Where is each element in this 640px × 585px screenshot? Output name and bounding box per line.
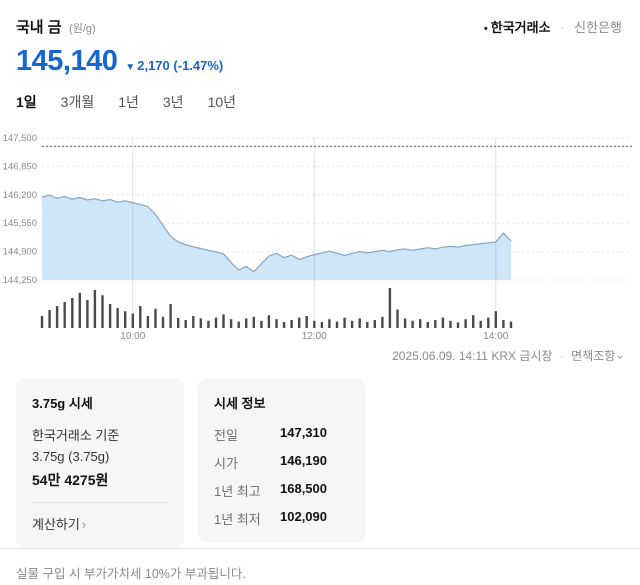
svg-text:146,200: 146,200 [3,190,37,201]
market-info-table: 전일 147,310 시가 146,190 1년 최고 168,500 1년 최… [214,425,350,528]
title-wrap: 국내 금 (원/g) [16,16,96,37]
calculate-label: 계산하기 [32,517,80,532]
down-triangle-icon: ▼ [125,62,136,73]
change-percent: (-1.47%) [173,58,224,73]
tab-10years[interactable]: 10년 [208,92,236,116]
tab-1day[interactable]: 1일 [16,92,37,116]
source-shinhan[interactable]: 신한은행 [574,20,622,35]
svg-text:147,500: 147,500 [3,133,37,144]
svg-text:144,900: 144,900 [3,247,37,258]
price-unit-label: (원/g) [69,23,96,35]
tab-3months[interactable]: 3개월 [61,92,95,116]
selected-dot-icon: • [483,23,488,35]
disclaimer-label: 면책조항 [571,349,616,363]
svg-text:146,850: 146,850 [3,161,37,172]
source-switcher: • 한국거래소 · 신한은행 [484,17,622,36]
svg-text:145,550: 145,550 [3,218,37,229]
source-separator: · [560,20,565,35]
tab-3years[interactable]: 3년 [163,92,184,116]
page-title: 국내 금 [16,19,62,36]
card-375g-price-value: 54만 4275원 [32,472,109,488]
info-value-year-low: 102,090 [280,509,327,524]
market-name: KRX 금시장 [491,349,553,363]
chart-meta: 2025.06.09. 14:11 KRX 금시장 · 면책조항› [0,345,640,364]
card-info-title: 시세 정보 [214,396,266,411]
period-tabs: 1일 3개월 1년 3년 10년 [0,78,640,124]
info-value-open: 146,190 [280,453,327,468]
header: 국내 금 (원/g) • 한국거래소 · 신한은행 [0,0,640,37]
tab-1year[interactable]: 1년 [118,92,139,116]
info-label-year-low: 1년 최저 [214,512,261,527]
info-label-prev: 전일 [214,428,238,443]
chevron-down-icon: › [614,355,627,359]
info-label-open: 시가 [214,456,238,471]
card-375g-basis: 한국거래소 기준 [32,428,120,443]
card-375g-weight: 3.75g (3.75g) [32,449,110,464]
svg-text:144,250: 144,250 [3,275,37,286]
current-price: 145,140 [16,45,118,77]
change-amount: 2,170 [137,58,170,73]
card-375g-title: 3.75g 시세 [32,396,93,411]
svg-text:10:00: 10:00 [120,331,145,340]
card-375g-price: 3.75g 시세 한국거래소 기준 3.75g (3.75g) 54만 4275… [16,378,184,548]
source-krx[interactable]: • 한국거래소 [484,20,551,35]
info-value-prev: 147,310 [280,425,327,440]
card-market-info: 시세 정보 전일 147,310 시가 146,190 1년 최고 168,50… [198,378,366,543]
price-row: 145,140 ▼ 2,170 (-1.47%) [0,37,640,78]
chart-canvas: 147,500 146,850 146,200 145,550 144,900 144,2… [3,133,632,342]
info-label-year-high: 1년 최고 [214,484,261,499]
source-krx-label: 한국거래소 [490,20,551,35]
svg-text:14:00: 14:00 [483,331,508,340]
info-value-year-high: 168,500 [280,481,327,496]
vat-notice: 실물 구입 시 부가가치세 10%가 부과됩니다. [0,548,640,585]
meta-separator: · [559,349,564,363]
timestamp: 2025.06.09. 14:11 [392,349,488,363]
calculate-link[interactable]: 계산하기 › [32,502,168,533]
info-cards: 3.75g 시세 한국거래소 기준 3.75g (3.75g) 54만 4275… [0,364,640,548]
price-change: ▼ 2,170 (-1.47%) [125,58,223,73]
svg-text:12:00: 12:00 [302,331,327,340]
price-chart[interactable]: 147,500 146,850 146,200 145,550 144,900 144,2… [0,128,640,345]
disclaimer-link[interactable]: 면책조항› [571,349,626,363]
chevron-right-icon: › [81,517,87,532]
